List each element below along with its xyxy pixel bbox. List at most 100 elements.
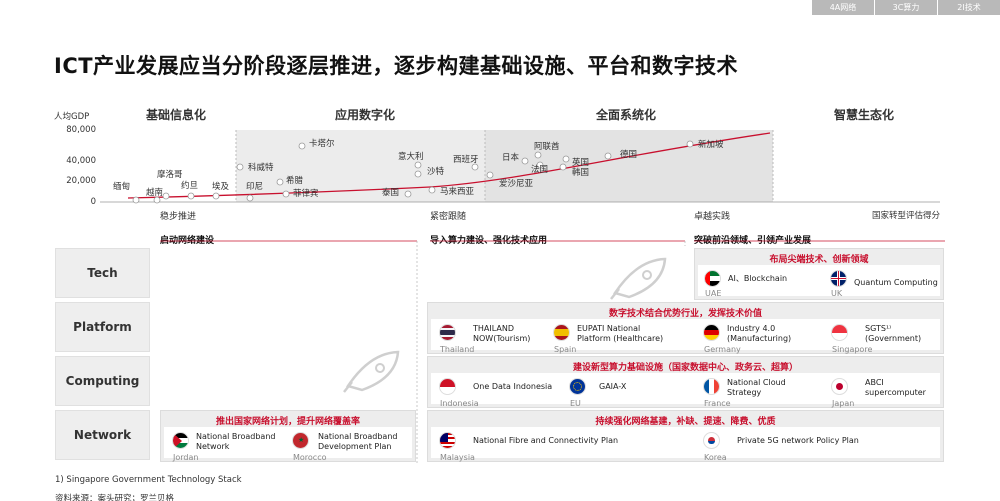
country-label: 希腊 bbox=[286, 175, 304, 186]
uk-flag-icon bbox=[830, 270, 847, 287]
stage-follow-lead: 导入算力建设、强化技术应用 bbox=[430, 236, 548, 246]
country-point bbox=[282, 190, 290, 198]
country-point bbox=[298, 142, 306, 150]
row-label-tech: Tech bbox=[55, 248, 150, 298]
y-axis-label: 人均GDP bbox=[54, 111, 89, 122]
spain-desc: EUPATI National Platform (Healthcare) bbox=[577, 324, 664, 343]
country-label: 德国 bbox=[620, 149, 637, 160]
country-label: 意大利 bbox=[398, 151, 424, 162]
rocket-icon bbox=[610, 257, 667, 300]
country-label: 印尼 bbox=[246, 181, 263, 192]
row-label-network: Network bbox=[55, 410, 150, 460]
stage-follow-desc: 紧密跟随 导入算力建设、强化技术应用 bbox=[430, 209, 547, 246]
country-point bbox=[536, 161, 544, 169]
y-tick-80000: 80,000 bbox=[66, 125, 96, 135]
country-point bbox=[187, 192, 195, 200]
country-point bbox=[428, 186, 436, 194]
section-tabs: 4A网络 3C算力 2I技术 bbox=[811, 0, 1000, 15]
country-label: 埃及 bbox=[212, 181, 230, 192]
rocket-icon-2 bbox=[343, 350, 400, 393]
source-note: 资料来源：案头研究；罗兰贝格 bbox=[55, 494, 175, 501]
stage-label-basic: 基础信息化 bbox=[145, 107, 206, 122]
stage-label-system: 全面系统化 bbox=[595, 107, 656, 122]
panel-tech: 布局尖端技术、创新领域 AI、Blockchain UAE Quantum Co… bbox=[694, 248, 944, 300]
country-point bbox=[162, 192, 170, 200]
stage-follow-sub: 紧密跟随 bbox=[430, 212, 467, 222]
country-label: 阿联酋 bbox=[534, 141, 560, 152]
france-desc: National Cloud Strategy bbox=[727, 378, 786, 397]
tab-technology[interactable]: 2I技术 bbox=[938, 0, 1000, 15]
stage-label-smart: 智慧生态化 bbox=[833, 107, 894, 122]
panel-computing-title: 建设新型算力基础设施（国家数据中心、政务云、超算） bbox=[572, 363, 798, 373]
germany-flag-icon bbox=[703, 324, 720, 341]
stage-label-application: 应用数字化 bbox=[335, 107, 395, 122]
country-point bbox=[414, 161, 422, 169]
panel-computing: 建设新型算力基础设施（国家数据中心、政务云、超算） One Data Indon… bbox=[427, 356, 944, 408]
country-point bbox=[604, 152, 612, 160]
country-label: 缅甸 bbox=[113, 181, 130, 192]
stage-excel-sub: 卓越实践 bbox=[694, 212, 731, 222]
row-label-platform: Platform bbox=[55, 302, 150, 352]
y-tick-40000: 40,000 bbox=[66, 156, 96, 166]
y-tick-20000: 20,000 bbox=[66, 176, 96, 186]
thailand-desc: THAILAND NOW(Tourism) bbox=[473, 324, 531, 343]
tab-network[interactable]: 4A网络 bbox=[812, 0, 874, 15]
panel-platform-title: 数字技术结合优势行业，发挥技术价值 bbox=[608, 309, 762, 319]
stage-band-system bbox=[485, 130, 773, 202]
country-point bbox=[562, 155, 570, 163]
country-label: 卡塔尔 bbox=[309, 138, 335, 149]
panel-network-right: 持续强化网络基建，补缺、提速、降费、优质 National Fibre and … bbox=[427, 410, 944, 462]
jordan-flag-icon bbox=[172, 432, 189, 449]
country-label: 越南 bbox=[146, 187, 163, 198]
gdp-stage-chart: 基础信息化 应用数字化 全面系统化 智慧生态化 人均GDP 80,000 40,… bbox=[54, 107, 940, 207]
morocco-desc: National Broadband Development Plan bbox=[318, 432, 398, 451]
country-label: 日本 bbox=[502, 152, 520, 163]
tab-computing[interactable]: 3C算力 bbox=[875, 0, 937, 15]
panel-network-right-title: 持续强化网络基建，补缺、提速、降费、优质 bbox=[595, 417, 776, 427]
country-label: 英国 bbox=[572, 157, 589, 168]
country-point bbox=[534, 151, 542, 159]
panel-network-left: 推出国家网络计划，提升网络覆盖率 National Broadband Netw… bbox=[160, 410, 416, 462]
indonesia-flag-icon bbox=[439, 378, 456, 395]
row-label-computing: Computing bbox=[55, 356, 150, 406]
country-point bbox=[521, 157, 529, 165]
page-title: ICT产业发展应当分阶段逐层推进，逐步构建基础设施、平台和数字技术 bbox=[54, 54, 739, 78]
japan-flag-icon bbox=[831, 378, 848, 395]
x-axis-label: 国家转型评估得分 bbox=[871, 211, 940, 221]
country-point bbox=[153, 196, 161, 204]
country-label: 新加坡 bbox=[698, 139, 724, 150]
country-label: 沙特 bbox=[427, 166, 445, 177]
thailand-flag-icon bbox=[439, 324, 456, 341]
spain-flag-icon bbox=[553, 324, 570, 341]
korea-flag-icon bbox=[703, 432, 720, 449]
jordan-desc: National Broadband Network bbox=[196, 432, 276, 451]
trend-curve bbox=[127, 132, 771, 199]
country-point bbox=[236, 163, 244, 171]
uae-flag-icon bbox=[704, 270, 721, 287]
country-point bbox=[686, 140, 694, 148]
panel-tech-title: 布局尖端技术、创新领域 bbox=[769, 255, 869, 265]
country-point bbox=[212, 192, 220, 200]
y-tick-0: 0 bbox=[91, 197, 96, 207]
country-label: 科威特 bbox=[248, 162, 274, 173]
footnote: 1) Singapore Government Technology Stack bbox=[55, 475, 242, 485]
country-label: 马来西亚 bbox=[440, 187, 475, 197]
country-point bbox=[486, 171, 494, 179]
country-label: 约旦 bbox=[181, 180, 198, 191]
country-point bbox=[132, 196, 140, 204]
country-point bbox=[276, 178, 284, 186]
country-label: 韩国 bbox=[572, 167, 589, 178]
country-label: 法国 bbox=[531, 164, 548, 175]
germany-desc: Industry 4.0 (Manufacturing) bbox=[727, 324, 792, 343]
eu-flag-icon bbox=[569, 378, 586, 395]
singapore-desc: SGTS¹⁾ (Government) bbox=[865, 324, 922, 343]
country-label: 摩洛哥 bbox=[157, 169, 183, 180]
stage-excel-lead: 突破前沿领域、引领产业发展 bbox=[694, 236, 812, 246]
country-point bbox=[559, 163, 567, 171]
country-label: 西班牙 bbox=[453, 154, 479, 165]
country-point bbox=[404, 190, 412, 198]
japan-desc: ABCI supercomputer bbox=[865, 378, 926, 397]
stage-basic-sub: 稳步推进 bbox=[160, 212, 197, 222]
country-point bbox=[471, 163, 479, 171]
